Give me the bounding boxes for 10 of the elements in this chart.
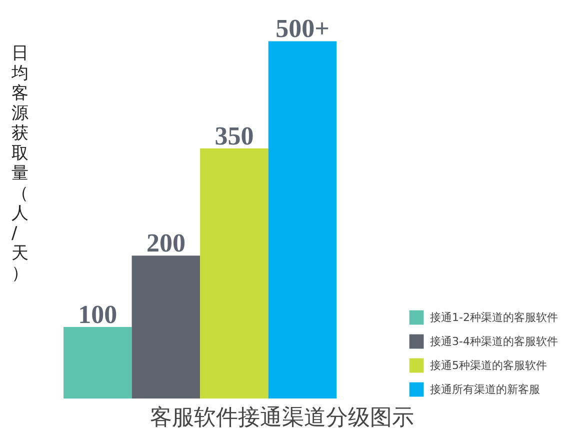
legend-label: 接通所有渠道的新客服 (430, 382, 540, 396)
text: 客服软件接通渠道分级图示 (150, 406, 414, 430)
data-label: 100 (78, 300, 118, 330)
legend-label: 接通1-2种渠道的客服软件 (430, 310, 558, 324)
data-label: 350 (214, 121, 254, 150)
text: 日均客源获取量（人/天） (12, 44, 28, 284)
legend-label: 接通5种渠道的客服软件 (430, 358, 548, 372)
legend-label: 接通3-4种渠道的客服软件 (430, 334, 558, 348)
data-label: 200 (146, 228, 186, 258)
data-label: 500+ (276, 14, 330, 44)
